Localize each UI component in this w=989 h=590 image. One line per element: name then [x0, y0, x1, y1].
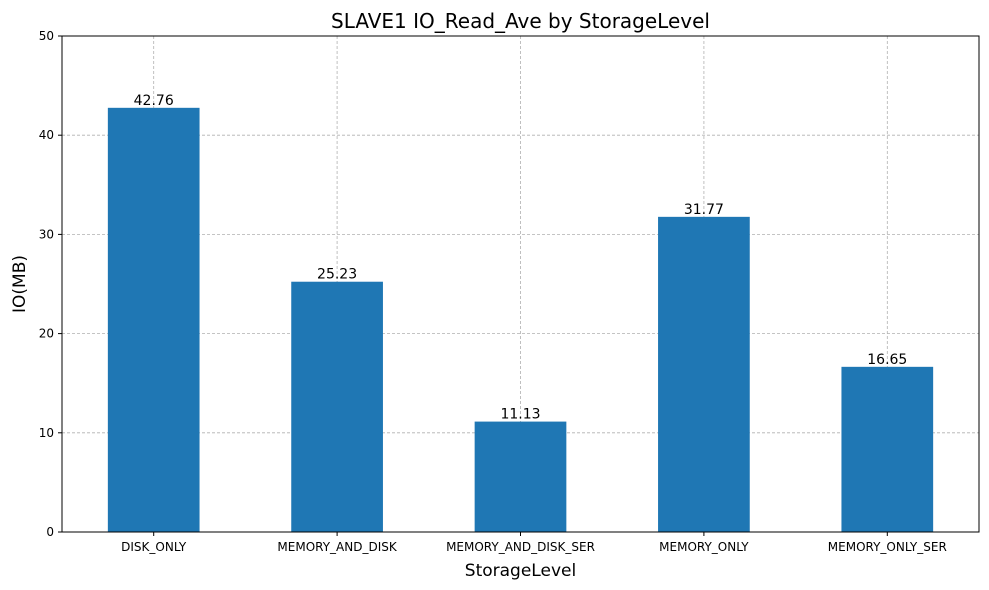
x-tick-label: DISK_ONLY	[121, 540, 187, 554]
y-tick-label: 50	[39, 29, 54, 43]
bar-value-label: 42.76	[134, 93, 174, 109]
y-axis-label: IO(MB)	[10, 255, 30, 313]
x-tick-label: MEMORY_AND_DISK	[277, 540, 397, 554]
bar-value-label: 11.13	[500, 407, 540, 423]
bars: 42.76 25.23 11.13 31.77 16.65	[107, 93, 934, 532]
y-tick-label: 20	[39, 327, 54, 341]
bar-value-label: 25.23	[317, 267, 357, 283]
y-tick-label: 0	[46, 525, 54, 539]
y-tick-label: 40	[39, 128, 54, 142]
y-tick-label: 30	[39, 227, 54, 241]
bar-value-label: 16.65	[867, 352, 907, 368]
y-tick-label: 10	[39, 426, 54, 440]
x-tick-label: MEMORY_ONLY_SER	[828, 540, 947, 554]
x-axis-label: StorageLevel	[465, 561, 576, 581]
bar-value-label: 31.77	[684, 202, 724, 218]
bar	[291, 281, 383, 532]
x-tick-label: MEMORY_AND_DISK_SER	[446, 540, 595, 554]
bar	[658, 216, 750, 532]
bar	[841, 366, 934, 532]
chart-title: SLAVE1 IO_Read_Ave by StorageLevel	[331, 9, 710, 33]
x-tick-label: MEMORY_ONLY	[659, 540, 749, 554]
bar	[474, 421, 567, 532]
bar	[107, 107, 200, 532]
axes: 0 10 20 30 40 50 DISK_ONLY MEMORY_AND_DISK MEMOR…	[39, 29, 947, 554]
